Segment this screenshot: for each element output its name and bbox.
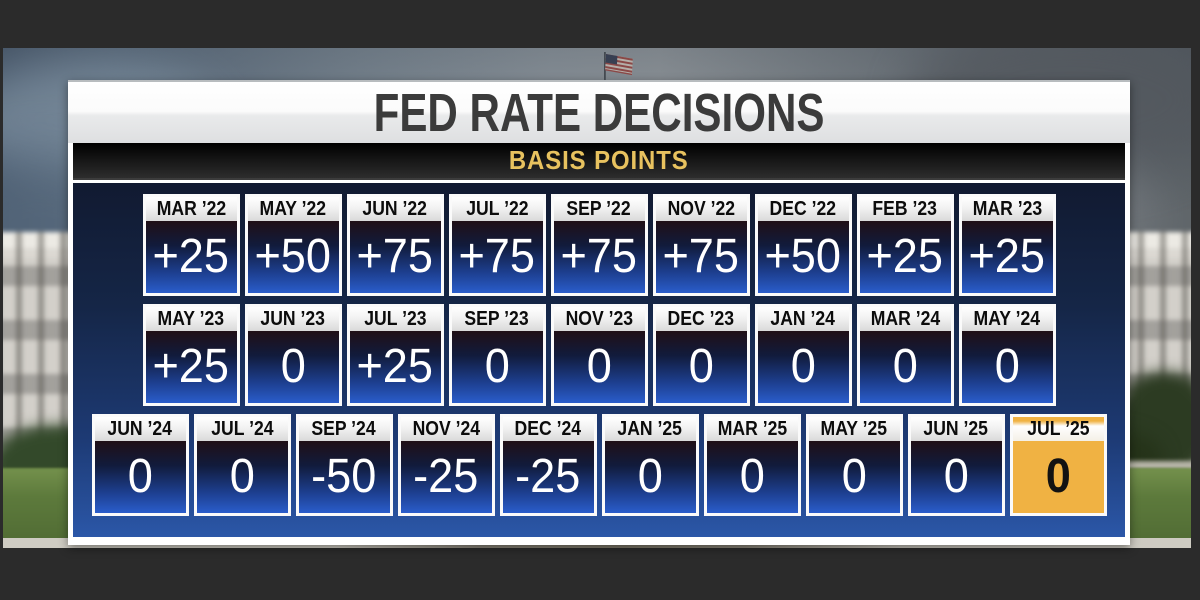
us-flag-icon [604, 52, 633, 80]
cell-value: +25 [859, 221, 951, 293]
cell-month-label: JUL ’25 [1012, 417, 1104, 441]
subtitle-band: BASIS POINTS [73, 143, 1125, 180]
cell-month-label: MAR ’24 [859, 307, 951, 331]
fed-rate-panel: FED RATE DECISIONS BASIS POINTS MAR ’22 +… [68, 80, 1130, 545]
rate-cell-nov-24: NOV ’24 -25 [397, 414, 495, 516]
cell-value: 0 [655, 331, 747, 403]
rate-cell-mar-25: MAR ’25 0 [703, 414, 801, 516]
cell-value: 0 [196, 441, 288, 513]
rate-cell-nov-23: NOV ’23 0 [550, 304, 648, 406]
cell-value: 0 [451, 331, 543, 403]
grid-row-1: MAR ’22 +25 MAY ’22 +50 JUN ’22 +75 JUL ’22 +75… [142, 194, 1056, 296]
page-title: FED RATE DECISIONS [373, 82, 825, 143]
rate-cell-mar-22: MAR ’22 +25 [142, 194, 240, 296]
rate-cell-jun-25: JUN ’25 0 [907, 414, 1005, 516]
cell-value: -50 [298, 441, 390, 513]
rate-cell-may-25: MAY ’25 0 [805, 414, 903, 516]
cell-month-label: SEP ’22 [553, 197, 645, 221]
cell-month-label: JUN ’23 [247, 307, 339, 331]
rate-grid: MAR ’22 +25 MAY ’22 +50 JUN ’22 +75 JUL ’22 +75… [73, 183, 1125, 537]
cell-month-label: JUL ’23 [349, 307, 441, 331]
rate-cell-may-24: MAY ’24 0 [958, 304, 1056, 406]
cell-month-label: JUN ’25 [910, 417, 1002, 441]
cell-value: 0 [553, 331, 645, 403]
cell-value: 0 [961, 331, 1053, 403]
cell-month-label: JUN ’24 [94, 417, 186, 441]
rate-cell-dec-22: DEC ’22 +50 [754, 194, 852, 296]
rate-cell-may-23: MAY ’23 +25 [142, 304, 240, 406]
rate-cell-mar-23: MAR ’23 +25 [958, 194, 1056, 296]
cell-value: +75 [451, 221, 543, 293]
rate-cell-jan-24: JAN ’24 0 [754, 304, 852, 406]
frame-top-bar [0, 0, 1200, 48]
cell-month-label: SEP ’23 [451, 307, 543, 331]
cell-value: +50 [247, 221, 339, 293]
cell-month-label: DEC ’24 [502, 417, 594, 441]
cell-month-label: DEC ’23 [655, 307, 747, 331]
rate-cell-jul-22: JUL ’22 +75 [448, 194, 546, 296]
rate-cell-feb-23: FEB ’23 +25 [856, 194, 954, 296]
rate-cell-jul-25: JUL ’25 0 [1009, 414, 1107, 516]
rate-cell-dec-23: DEC ’23 0 [652, 304, 750, 406]
grid-row-3: JUN ’24 0 JUL ’24 0 SEP ’24 -50 NOV ’24 -25 DEC … [91, 414, 1107, 516]
cell-value: +75 [553, 221, 645, 293]
rate-cell-jun-22: JUN ’22 +75 [346, 194, 444, 296]
cell-month-label: NOV ’22 [655, 197, 747, 221]
rate-cell-jul-24: JUL ’24 0 [193, 414, 291, 516]
frame-right-edge [1191, 0, 1200, 600]
cell-value: +25 [145, 221, 237, 293]
rate-cell-sep-23: SEP ’23 0 [448, 304, 546, 406]
title-band: FED RATE DECISIONS [68, 82, 1130, 143]
cell-value: 0 [604, 441, 696, 513]
grid-row-2: MAY ’23 +25 JUN ’23 0 JUL ’23 +25 SEP ’23 0 NOV … [142, 304, 1056, 406]
cell-value: 0 [247, 331, 339, 403]
cell-month-label: MAY ’24 [961, 307, 1053, 331]
cell-month-label: JUL ’24 [196, 417, 288, 441]
cell-month-label: JAN ’24 [757, 307, 849, 331]
rate-cell-nov-22: NOV ’22 +75 [652, 194, 750, 296]
rate-cell-jun-24: JUN ’24 0 [91, 414, 189, 516]
cell-value: +25 [349, 331, 441, 403]
cell-value: 0 [1012, 441, 1104, 513]
cell-value: -25 [502, 441, 594, 513]
rate-cell-sep-24: SEP ’24 -50 [295, 414, 393, 516]
frame-left-edge [0, 0, 3, 600]
cell-month-label: MAY ’23 [145, 307, 237, 331]
cell-month-label: MAR ’23 [961, 197, 1053, 221]
cell-month-label: DEC ’22 [757, 197, 849, 221]
cell-value: 0 [94, 441, 186, 513]
cell-value: +75 [655, 221, 747, 293]
cell-month-label: MAY ’22 [247, 197, 339, 221]
cell-value: 0 [859, 331, 951, 403]
rate-cell-may-22: MAY ’22 +50 [244, 194, 342, 296]
cell-month-label: MAR ’22 [145, 197, 237, 221]
cell-value: 0 [757, 331, 849, 403]
cell-month-label: FEB ’23 [859, 197, 951, 221]
cell-month-label: JUN ’22 [349, 197, 441, 221]
rate-cell-dec-24: DEC ’24 -25 [499, 414, 597, 516]
cell-value: -25 [400, 441, 492, 513]
cell-value: 0 [808, 441, 900, 513]
rate-cell-jun-23: JUN ’23 0 [244, 304, 342, 406]
rate-cell-sep-22: SEP ’22 +75 [550, 194, 648, 296]
subtitle: BASIS POINTS [509, 145, 689, 175]
cell-month-label: NOV ’23 [553, 307, 645, 331]
cell-month-label: MAY ’25 [808, 417, 900, 441]
cell-month-label: JUL ’22 [451, 197, 543, 221]
cell-value: 0 [910, 441, 1002, 513]
cell-value: +50 [757, 221, 849, 293]
cell-value: +25 [961, 221, 1053, 293]
cell-month-label: NOV ’24 [400, 417, 492, 441]
cell-month-label: SEP ’24 [298, 417, 390, 441]
rate-cell-jul-23: JUL ’23 +25 [346, 304, 444, 406]
rate-cell-jan-25: JAN ’25 0 [601, 414, 699, 516]
cell-month-label: JAN ’25 [604, 417, 696, 441]
cell-value: +25 [145, 331, 237, 403]
cell-value: 0 [706, 441, 798, 513]
frame-bottom-bar [0, 548, 1200, 600]
cell-month-label: MAR ’25 [706, 417, 798, 441]
rate-cell-mar-24: MAR ’24 0 [856, 304, 954, 406]
cell-value: +75 [349, 221, 441, 293]
